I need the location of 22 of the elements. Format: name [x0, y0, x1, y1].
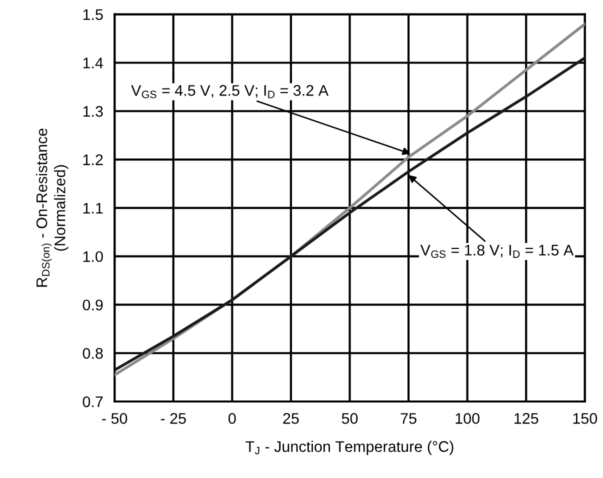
annotation: V$_{GS}$ = 4.5 V, 2.5 V; I$_{D}$ = 3.2 A [131, 85, 329, 98]
x-tick-label: 50 [342, 413, 358, 424]
x-tick-label: 150 [573, 413, 598, 424]
x-axis-title: T$_{J}$ - Junction Temperature (°C) [246, 440, 454, 456]
x-tick-label: 75 [400, 413, 416, 424]
y-tick-label: 1.5 [83, 9, 103, 20]
x-tick-label: - 25 [160, 413, 186, 424]
y-tick-label: 0.7 [82, 396, 103, 408]
y-tick-label: 0.8 [82, 348, 103, 359]
y-tick-label: 1.0 [83, 251, 103, 262]
y-tick-label: 1.1 [83, 202, 103, 214]
annotation: V$_{GS}$ = 1.8 V; I$_{D}$ = 1.5 A [420, 244, 574, 258]
y-tick-label: 1.3 [83, 106, 103, 117]
x-tick-label: 125 [514, 413, 538, 424]
x-tick-label: - 50 [102, 413, 128, 424]
y-tick-label: 1.4 [83, 58, 104, 68]
y-tick-label: 0.9 [82, 300, 103, 310]
x-tick-label: 100 [456, 413, 480, 424]
x-tick-label: 0 [228, 413, 236, 424]
y-axis-title: R$_{DS(on)}$ - On-Resistance (Normalized) [36, 128, 68, 287]
y-tick-label: 1.2 [83, 154, 103, 166]
x-tick-label: 25 [283, 413, 299, 424]
